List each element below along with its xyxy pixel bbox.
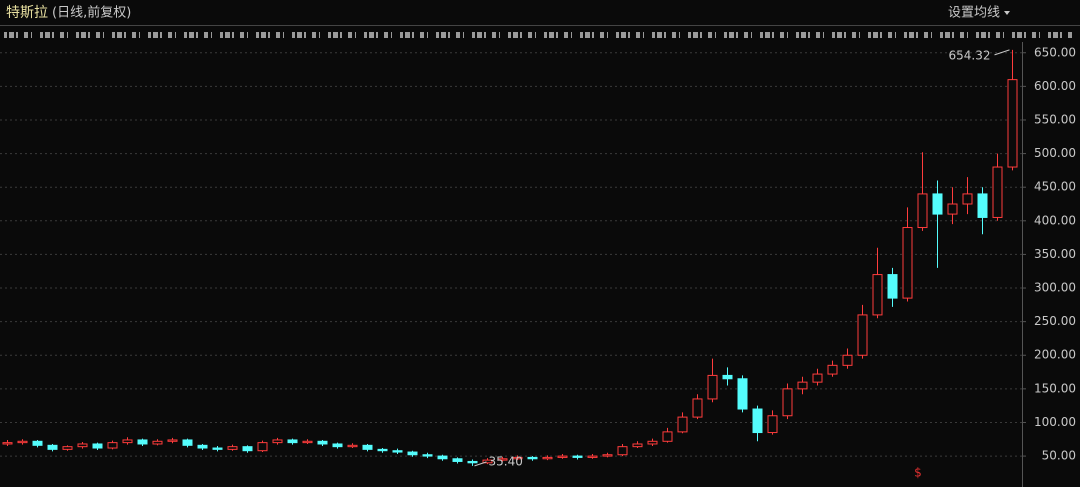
candle-body <box>287 439 298 444</box>
candle-body <box>977 193 988 218</box>
candle-body <box>872 274 883 316</box>
candle-body <box>962 193 973 205</box>
candle-body <box>302 440 313 444</box>
candle-body <box>647 440 658 445</box>
min-pointer <box>474 461 487 467</box>
candle-body <box>932 193 943 215</box>
candle-body <box>2 442 13 445</box>
y-tick-label: 450.00 <box>1034 180 1076 194</box>
chart-subtitle: (日线,前复权) <box>52 5 131 21</box>
candle-body <box>497 458 508 461</box>
candle-body <box>527 456 538 460</box>
candle-body <box>557 455 568 458</box>
candle-body <box>707 374 718 400</box>
candle-body <box>32 440 43 446</box>
candle-body <box>992 166 1003 218</box>
max-label: 654.32 <box>949 48 991 62</box>
candle-body <box>92 443 103 449</box>
chart-title: 特斯拉 <box>6 5 48 21</box>
candle-body <box>797 381 808 390</box>
candle-body <box>422 454 433 457</box>
candle-body <box>842 354 853 366</box>
candle-body <box>827 364 838 375</box>
candle-body <box>62 446 73 450</box>
candle-body <box>692 398 703 418</box>
candle-body <box>122 439 133 444</box>
min-label: 35.40 <box>489 454 523 468</box>
candle-body <box>47 444 58 450</box>
y-tick-label: 400.00 <box>1034 213 1076 227</box>
candle-body <box>482 459 493 464</box>
candle-body <box>902 227 913 299</box>
candle-body <box>812 373 823 383</box>
candle-body <box>752 408 763 434</box>
y-tick-label: 600.00 <box>1034 79 1076 93</box>
y-tick-label: 500.00 <box>1034 146 1076 160</box>
candle-body <box>782 388 793 417</box>
candle-body <box>617 446 628 456</box>
candle-body <box>257 442 268 452</box>
candle-body <box>857 314 868 356</box>
candle-body <box>407 451 418 456</box>
candle-body <box>722 374 733 380</box>
candle-body <box>1007 79 1018 168</box>
y-tick-label: 650.00 <box>1034 45 1076 59</box>
candle-body <box>347 444 358 448</box>
candle-body <box>77 443 88 448</box>
y-tick-label: 50.00 <box>1042 449 1076 463</box>
candle-body <box>17 440 28 444</box>
candle-body <box>632 443 643 448</box>
candle-body <box>182 439 193 446</box>
candle-body <box>452 458 463 462</box>
candle-body <box>107 442 118 449</box>
candle-body <box>737 378 748 410</box>
candle-body <box>197 444 208 449</box>
y-tick-label: 300.00 <box>1034 281 1076 295</box>
candle-body <box>512 456 523 460</box>
y-tick-label: 350.00 <box>1034 247 1076 261</box>
candle-body <box>332 443 343 448</box>
candle-body <box>677 416 688 433</box>
candle-body <box>362 444 373 450</box>
candle-body <box>227 446 238 450</box>
event-marker: $ <box>914 466 922 480</box>
candle-body <box>242 446 253 452</box>
candle-body <box>587 455 598 458</box>
candle-body <box>917 193 928 229</box>
y-tick-label: 150.00 <box>1034 381 1076 395</box>
candle-body <box>137 439 148 445</box>
y-tick-label: 250.00 <box>1034 314 1076 328</box>
y-tick-label: 550.00 <box>1034 112 1076 126</box>
menu-button[interactable]: 设置均线 <box>948 6 1000 21</box>
candle-body <box>947 203 958 215</box>
candle-body <box>392 450 403 453</box>
y-tick-label: 100.00 <box>1034 415 1076 429</box>
candle-body <box>317 440 328 445</box>
candle-body <box>467 460 478 464</box>
candle-body <box>167 439 178 442</box>
candle-body <box>212 447 223 450</box>
candle-body <box>887 274 898 299</box>
menu-arrow[interactable] <box>1004 11 1010 15</box>
candle-body <box>767 415 778 434</box>
candle-body <box>542 456 553 460</box>
candle-body <box>272 439 283 444</box>
candle-body <box>572 455 583 458</box>
candle-body <box>602 454 613 457</box>
candle-body <box>437 455 448 460</box>
candle-body <box>152 440 163 445</box>
candle-body <box>662 431 673 442</box>
candle-body <box>377 448 388 452</box>
y-tick-label: 200.00 <box>1034 348 1076 362</box>
max-pointer <box>994 49 1010 56</box>
